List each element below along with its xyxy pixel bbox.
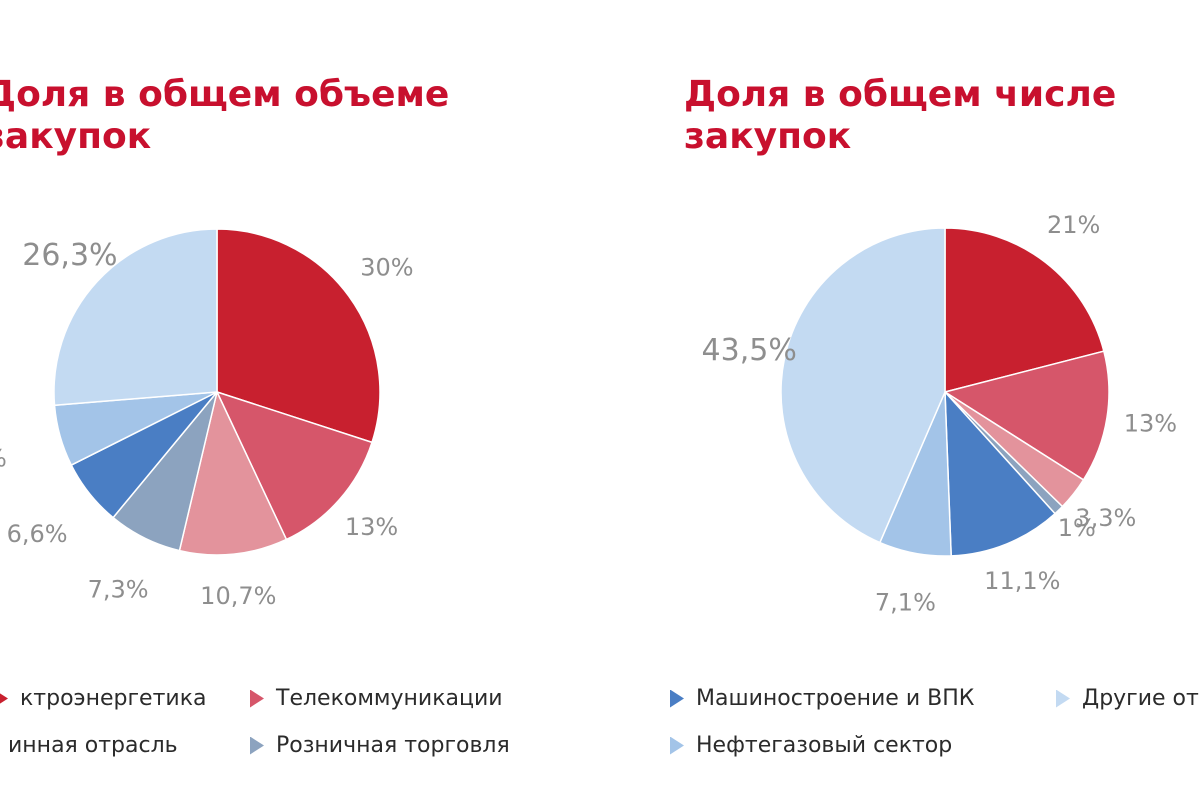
pie2-label-2: 3,3% — [1075, 504, 1136, 532]
pie1-label-5: 6,1% — [0, 445, 7, 473]
legend-marker-icon — [1056, 689, 1070, 708]
pie1-label-3: 7,3% — [88, 576, 149, 604]
legend-item-oil-gas: Нефтегазовый сектор — [670, 733, 952, 758]
pie1-label-1: 13% — [345, 513, 398, 541]
legend-label: Розничная торговля — [276, 733, 510, 758]
legend-label: ктроэнергетика — [20, 686, 207, 711]
pie1-slice-1 — [215, 390, 373, 541]
legend-marker-icon — [670, 689, 684, 708]
legend-item-telecom: Телекоммуникации — [250, 686, 503, 711]
pie2-label-1: 13% — [1124, 410, 1177, 438]
legend-label: инная отрасль — [8, 733, 178, 758]
legend-item-machinery: Машиностроение и ВПК — [670, 686, 974, 711]
pie2-slice-4 — [944, 389, 1057, 557]
pie2-label-3: 1% — [1058, 514, 1096, 542]
pie2-slice-0 — [944, 227, 1105, 393]
legend-item-mining: инная отрасль — [0, 733, 178, 758]
pie2-slice-1 — [943, 350, 1110, 481]
pie1-slice-0 — [216, 228, 381, 444]
legend-marker-icon — [250, 689, 264, 708]
legend-marker-icon — [670, 736, 684, 755]
pie1-label-4: 6,6% — [7, 520, 68, 548]
legend-label: Машиностроение и ВПК — [696, 686, 975, 711]
legend-label: Телекоммуникации — [276, 686, 503, 711]
pie1-slice-6 — [53, 228, 218, 407]
pie2-label-5: 7,1% — [875, 588, 936, 616]
pie2-label-0: 21% — [1047, 211, 1100, 239]
chart-title-volume-line1: Доля в общем объеме — [0, 74, 450, 115]
legend-label: Нефтегазовый сектор — [696, 733, 953, 758]
pie1-slice-2 — [178, 389, 288, 556]
pie1-label-0: 30% — [360, 254, 413, 282]
chart-title-count: Доля в общем числе закупок — [684, 74, 1116, 158]
chart-title-volume-line2: закупок — [0, 116, 152, 157]
legend-item-other: Другие от — [1056, 686, 1199, 711]
legend-marker-icon — [0, 689, 8, 708]
chart-title-volume: Доля в общем объеме закупок — [0, 74, 449, 158]
pie1-label-2: 10,7% — [200, 582, 276, 610]
legend-label: Другие от — [1082, 686, 1199, 711]
chart-title-count-line2: закупок — [684, 116, 852, 157]
legend-marker-icon — [250, 736, 264, 755]
pie2-slice-6 — [780, 227, 946, 544]
legend-item-retail: Розничная торговля — [250, 733, 510, 758]
pie1-label-6: 26,3% — [22, 238, 117, 273]
pie2-label-4: 11,1% — [984, 567, 1060, 595]
legend-item-electric-power: ктроэнергетика — [0, 686, 206, 711]
pie2-label-6: 43,5% — [702, 333, 797, 368]
chart-title-count-line1: Доля в общем числе — [684, 74, 1117, 115]
